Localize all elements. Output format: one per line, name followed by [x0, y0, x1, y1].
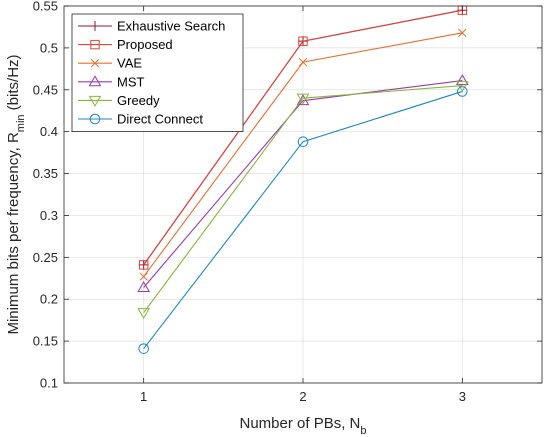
y-tick-label: 0.3 — [40, 208, 58, 223]
series-line-direct-connect — [143, 90, 463, 349]
x-axis-label: Number of PBs, Nb — [240, 415, 367, 437]
legend-label: Exhaustive Search — [117, 19, 225, 34]
series-greedy — [137, 81, 469, 320]
data-point-vae — [298, 57, 308, 67]
data-point-mst — [455, 74, 469, 86]
data-point-greedy — [455, 81, 469, 93]
legend-item-proposed: Proposed — [78, 37, 173, 52]
legend-label: Direct Connect — [117, 112, 203, 127]
data-point-direct-connect — [457, 86, 468, 97]
legend-swatch-marker — [88, 95, 102, 107]
y-tick-label: 0.45 — [33, 82, 58, 97]
legend-item-direct-connect: Direct Connect — [78, 112, 203, 127]
legend-label: VAE — [117, 56, 142, 71]
data-point-mst — [296, 94, 310, 106]
legend-swatch-marker — [89, 113, 101, 125]
legend-swatch-marker — [90, 39, 100, 50]
data-point-vae — [139, 272, 148, 281]
series-proposed — [138, 5, 468, 270]
series-vae — [139, 28, 467, 281]
legend-item-exhaustive-search: Exhaustive Search — [78, 19, 225, 34]
y-tick-label: 0.35 — [33, 166, 58, 181]
y-tick-label: 0.55 — [33, 0, 58, 14]
data-point-proposed — [138, 260, 149, 270]
axis-ticks: 0.1 0.15 0.2 0.25 0.3 0.35 0.4 0.45 0.5 0.55 1 2 3 — [33, 0, 542, 404]
y-axis-label: Minimum bits per frequency, Rmin (bits/H… — [5, 54, 27, 334]
y-tick-label: 0.15 — [33, 334, 58, 349]
y-tick-label: 0.1 — [40, 376, 58, 391]
series-line-proposed — [143, 9, 463, 266]
legend-item-vae: VAE — [78, 56, 142, 71]
series-line-greedy — [143, 85, 463, 313]
y-tick-label: 0.2 — [40, 292, 58, 307]
legend-item-mst: MST — [78, 74, 145, 89]
x-tick-label: 1 — [140, 389, 147, 404]
data-point-mst — [137, 280, 151, 292]
data-point-proposed — [298, 36, 308, 46]
legend-swatch-marker — [88, 75, 102, 87]
x-tick-label: 3 — [459, 389, 466, 404]
series-line-mst — [143, 80, 463, 288]
data-point-direct-connect — [138, 343, 149, 354]
series-mst — [137, 74, 469, 292]
y-tick-label: 0.4 — [40, 124, 58, 139]
data-point-direct-connect — [297, 136, 309, 148]
legend-swatch-marker — [90, 59, 100, 68]
legend: Exhaustive Search Proposed VAE MST Greedy Dir… — [71, 13, 244, 132]
y-tick-label: 0.5 — [40, 40, 58, 55]
y-tick-label: 0.25 — [33, 250, 58, 265]
legend-label: Greedy — [117, 93, 160, 108]
series-layer — [137, 5, 469, 354]
data-point-greedy — [137, 308, 151, 320]
series-direct-connect — [138, 86, 468, 354]
legend-box — [71, 13, 244, 132]
data-point-greedy — [296, 93, 310, 105]
data-point-vae — [458, 28, 467, 37]
legend-label: Proposed — [117, 37, 173, 52]
legend-item-greedy: Greedy — [78, 93, 160, 108]
legend-label: MST — [117, 74, 145, 89]
x-tick-label: 2 — [299, 389, 306, 404]
legend-swatch-marker — [90, 21, 100, 31]
